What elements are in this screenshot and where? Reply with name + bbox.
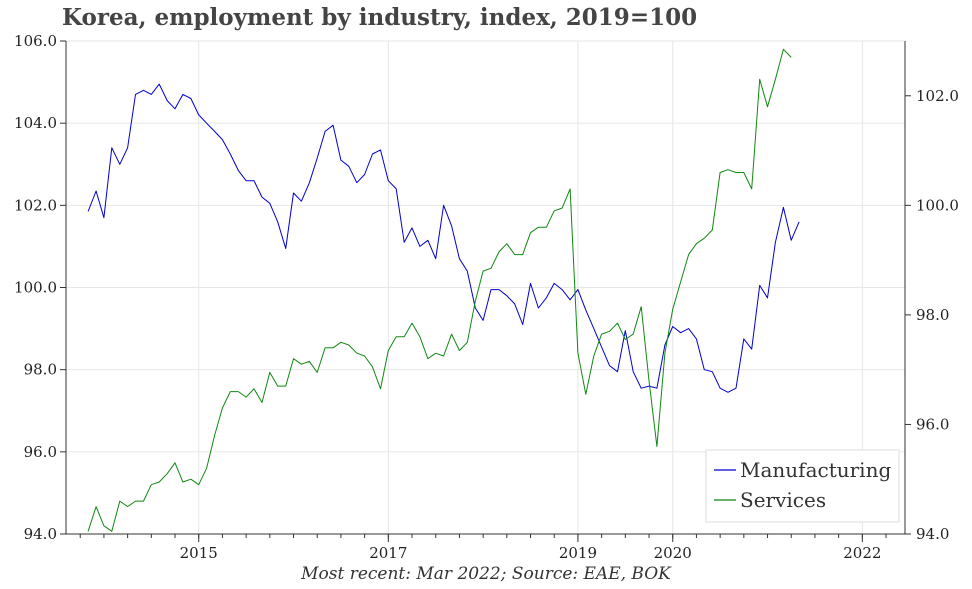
series-line-manufacturing (87, 83, 800, 393)
y-right-tick-label: 98.0 (916, 306, 949, 324)
legend-label-manufacturing: Manufacturing (740, 458, 891, 482)
legend-label-services: Services (740, 488, 826, 512)
x-tick-label: 2020 (654, 544, 692, 562)
series-line-services (87, 48, 792, 532)
y-left-tick-label: 96.0 (24, 443, 57, 461)
y-right-tick-label: 102.0 (916, 87, 959, 105)
y-right-tick-label: 94.0 (916, 525, 949, 543)
x-tick-label: 2019 (559, 544, 597, 562)
chart-title: Korea, employment by industry, index, 20… (62, 4, 698, 31)
x-tick-label: 2022 (843, 544, 881, 562)
axes: 94.0 96.0 98.0 100.0 102.0 104.0 106.0 94.0 96.0… (14, 32, 959, 562)
legend-box (705, 449, 900, 523)
y-left-tick-label: 98.0 (24, 361, 57, 379)
y-left-tick-label: 104.0 (14, 114, 57, 132)
y-right-tick-label: 96.0 (916, 415, 949, 433)
y-left-tick-label: 94.0 (24, 525, 57, 543)
legend: Manufacturing Services (705, 449, 900, 523)
y-left-tick-label: 100.0 (14, 279, 57, 297)
gridlines (66, 40, 905, 535)
chart-caption: Most recent: Mar 2022; Source: EAE, BOK (301, 564, 671, 584)
series-lines (87, 48, 800, 532)
x-tick-label: 2017 (369, 544, 407, 562)
y-right-tick-label: 100.0 (916, 196, 959, 214)
x-tick-label: 2015 (180, 544, 218, 562)
y-left-tick-label: 102.0 (14, 196, 57, 214)
y-left-tick-label: 106.0 (14, 32, 57, 50)
